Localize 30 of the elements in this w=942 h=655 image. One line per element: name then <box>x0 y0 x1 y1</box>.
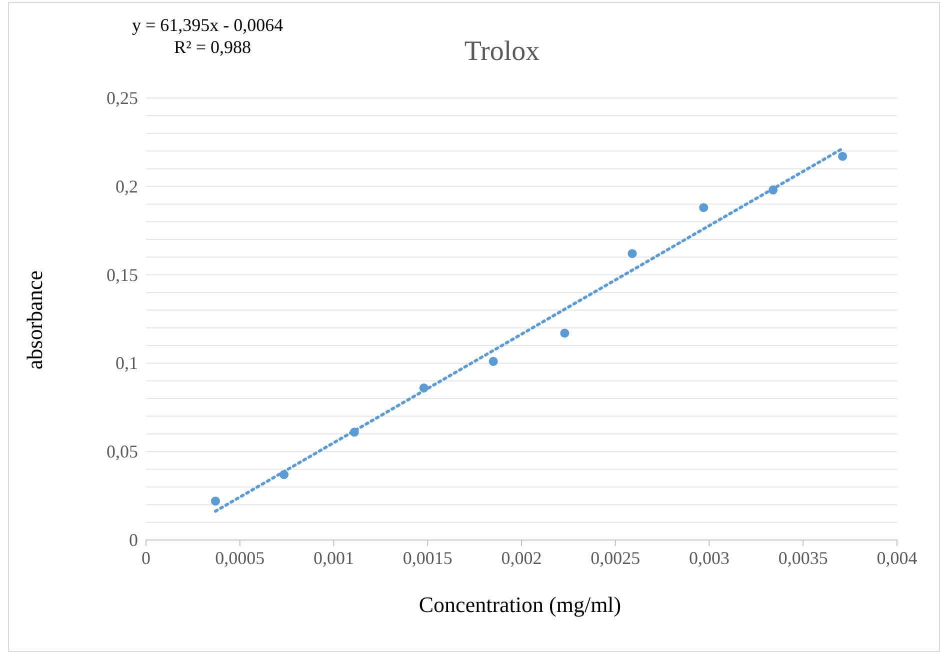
point <box>279 470 289 480</box>
point <box>768 185 778 194</box>
y-tick-label: 0,25 <box>106 88 138 108</box>
x-axis-title: Concentration (mg/ml) <box>418 592 622 618</box>
x-tick-label: 0,003 <box>689 548 730 568</box>
text: y = 61,395x - 0,0064 <box>132 14 284 36</box>
x-tick-label: 0,0035 <box>778 548 828 568</box>
point <box>488 356 498 366</box>
y-tick-label: 0,05 <box>106 442 138 462</box>
y-tick-label: 0 <box>129 530 138 550</box>
x-tick-label: 0,002 <box>501 548 542 568</box>
x-tick-label: 0,0015 <box>402 548 452 568</box>
x-tick-label: 0,0025 <box>590 548 640 568</box>
point <box>838 152 848 161</box>
point <box>350 428 359 437</box>
point <box>560 328 570 338</box>
point <box>699 203 708 212</box>
x-tick-label: 0,004 <box>876 548 918 568</box>
y-tick-label: 0,15 <box>106 264 138 285</box>
y-tick-label: 0,2 <box>116 176 138 196</box>
point <box>419 383 428 392</box>
point <box>628 249 637 258</box>
point <box>210 496 220 506</box>
chart-title: Trolox <box>464 36 540 68</box>
y-axis-title: absorbance <box>22 270 48 370</box>
x-tick-label: 0 <box>142 548 150 568</box>
x-tick-label: 0,0005 <box>215 548 265 568</box>
y-tick-label: 0,1 <box>116 353 138 374</box>
text: R² = 0,988 <box>173 36 252 58</box>
x-tick-label: 0,001 <box>314 548 354 568</box>
